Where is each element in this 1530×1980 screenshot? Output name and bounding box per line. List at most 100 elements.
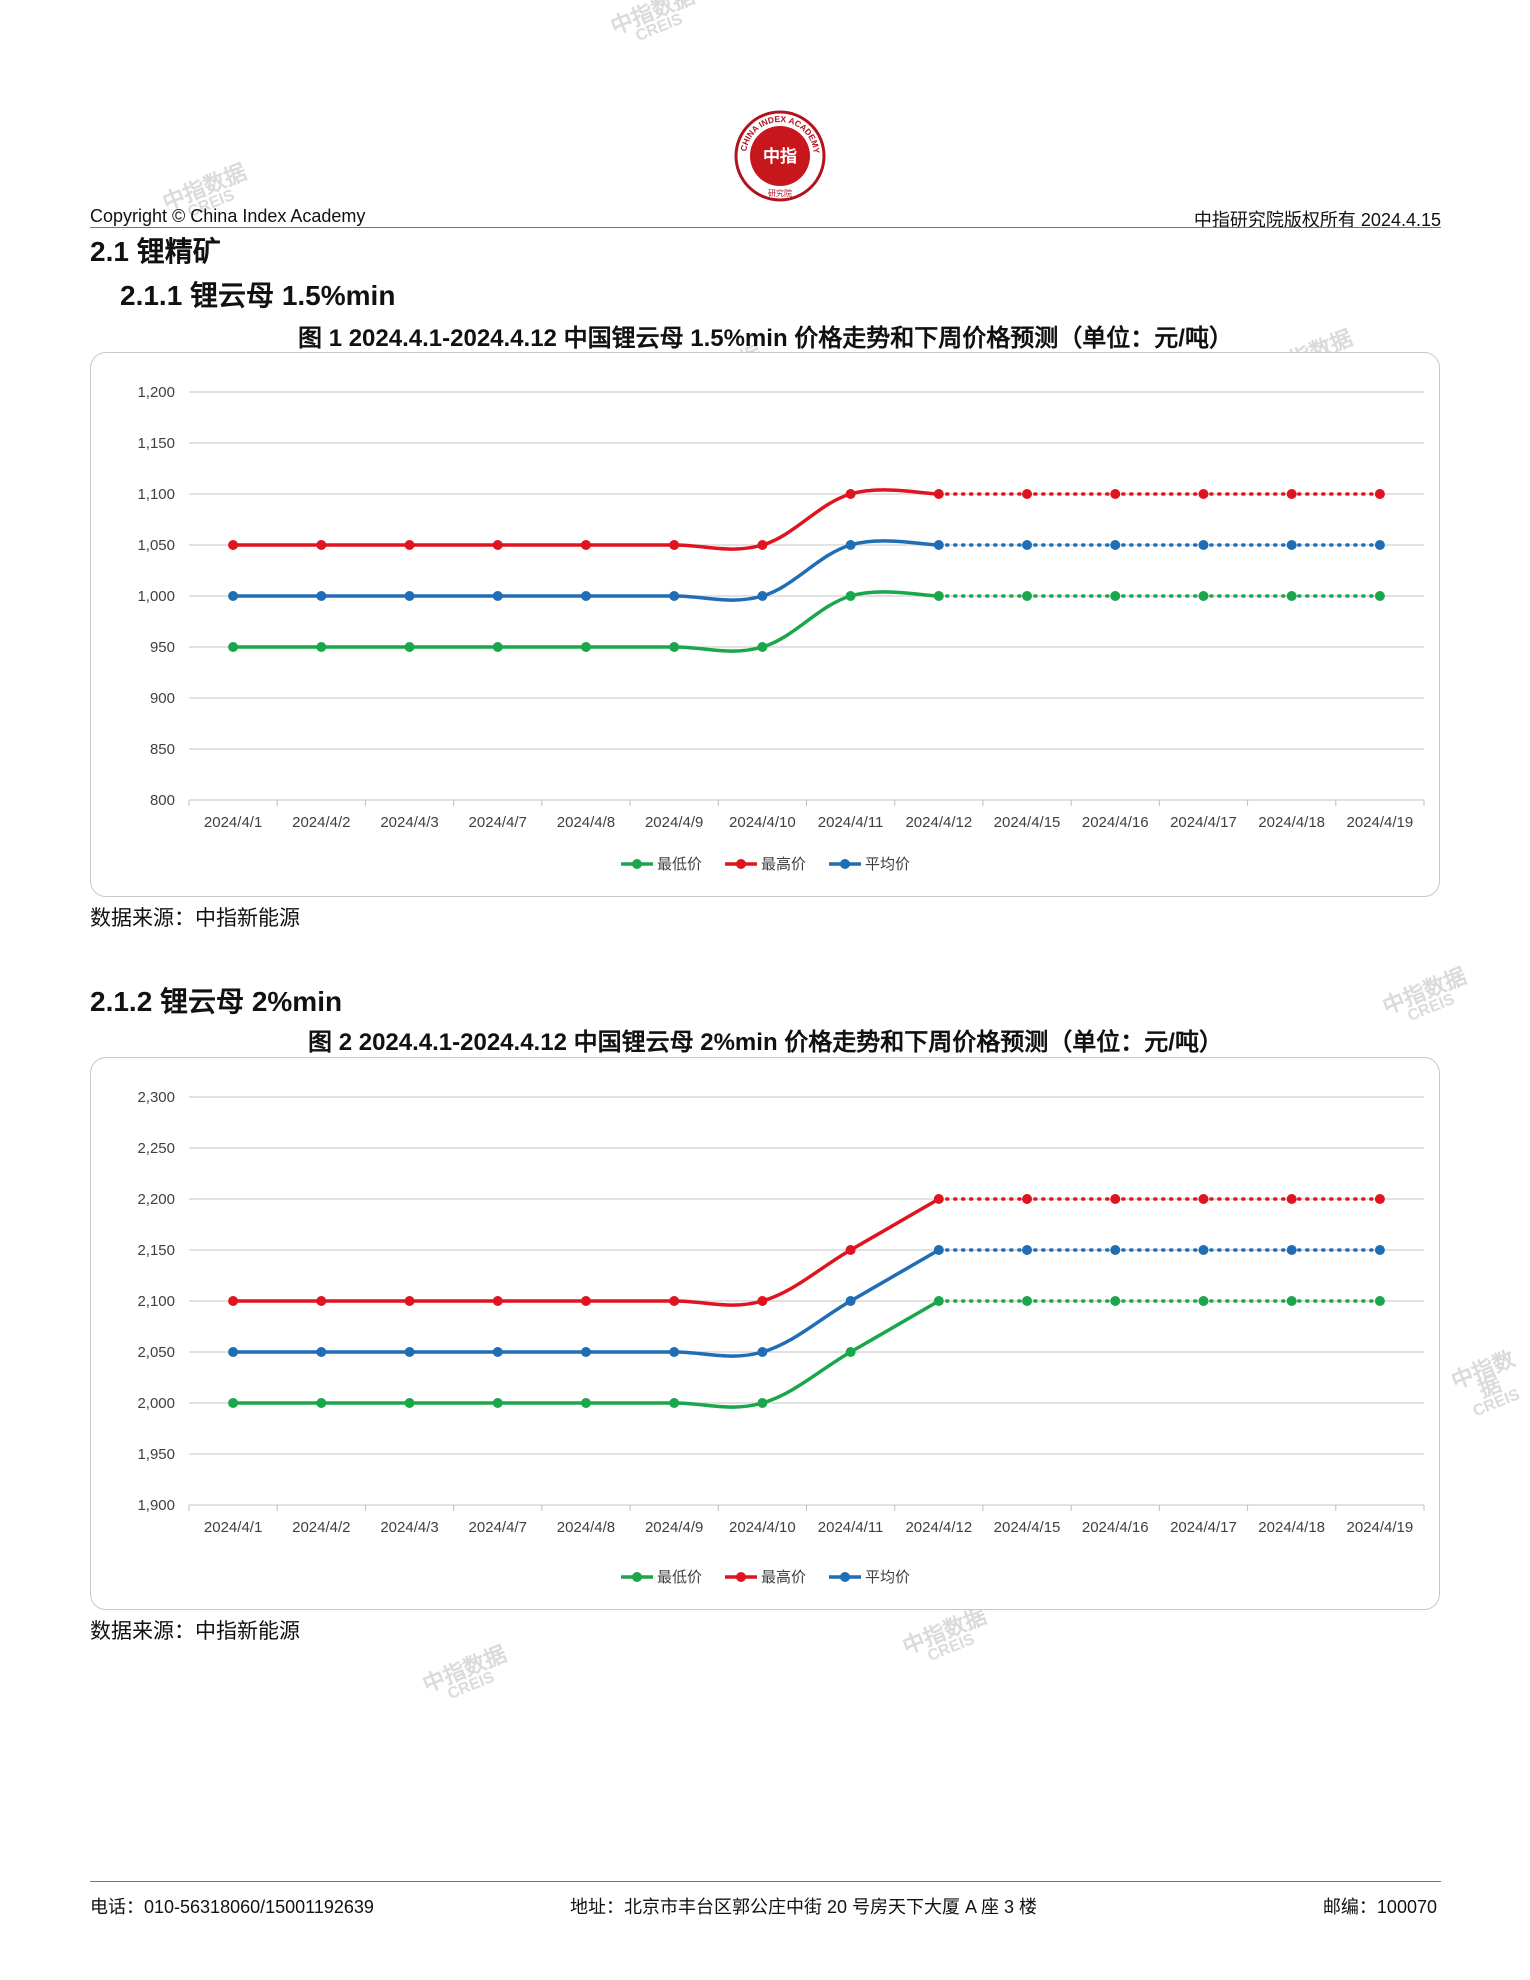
data-source-2: 数据来源：中指新能源: [90, 1620, 300, 1643]
data-point: [492, 642, 503, 652]
legend-swatch-marker: [632, 1572, 642, 1582]
data-point: [933, 489, 944, 499]
data-point: [580, 1347, 591, 1357]
section-title: 2.1 锂精矿: [90, 236, 221, 267]
data-point: [580, 1296, 591, 1306]
footer-phone: 电话：010-56318060/15001192639: [90, 1897, 374, 1917]
legend-item: 最低价: [621, 1569, 702, 1586]
legend-swatch-marker: [736, 1572, 746, 1582]
legend-swatch-marker: [840, 1572, 850, 1582]
x-tick-label: 2024/4/7: [469, 1519, 527, 1536]
chart-panel-2: 1,900 1,950 2,000 2,050 2,100 2,150 2,200 2,250…: [90, 1057, 1440, 1610]
data-point: [1110, 540, 1121, 550]
x-tick-label: 2024/4/10: [729, 814, 796, 831]
x-tick-label: 2024/4/8: [557, 814, 615, 831]
rights-text: 中指研究院版权所有 2024.4.15: [1193, 210, 1441, 230]
data-point: [1198, 591, 1209, 601]
data-point: [316, 591, 327, 601]
series-最高价: [228, 1194, 1385, 1307]
legend-label: 平均价: [865, 1569, 910, 1586]
data-point: [404, 591, 415, 601]
header-divider: [90, 227, 1441, 228]
copyright-text: Copyright © China Index Academy: [90, 206, 366, 226]
data-point: [1198, 540, 1209, 550]
x-tick-label: 2024/4/16: [1082, 1519, 1149, 1536]
data-point: [669, 591, 680, 601]
series-line: [231, 1197, 941, 1307]
data-point: [1374, 1194, 1385, 1204]
x-tick-label: 2024/4/12: [905, 814, 972, 831]
x-tick-label: 2024/4/18: [1258, 1519, 1325, 1536]
y-tick-label: 2,150: [137, 1242, 175, 1259]
data-point: [1022, 1194, 1033, 1204]
legend-item: 平均价: [829, 856, 910, 873]
legend-label: 平均价: [865, 856, 910, 873]
data-point: [1022, 1296, 1033, 1306]
subsection-title-2: 2.1.2 锂云母 2%min: [90, 986, 343, 1017]
data-point: [228, 1398, 239, 1408]
data-point: [845, 1245, 856, 1255]
data-point: [404, 1296, 415, 1306]
chart-panel-1: 800 850 900 950 1,000 1,050 1,100 1,150 1,200 202…: [90, 352, 1440, 897]
x-tick-label: 2024/4/7: [469, 814, 527, 831]
data-point: [316, 540, 327, 550]
data-point: [1022, 540, 1033, 550]
figure-caption-1: 图 1 2024.4.1-2024.4.12 中国锂云母 1.5%min 价格走…: [298, 325, 1233, 352]
x-tick-label: 2024/4/19: [1347, 814, 1414, 831]
y-tick-label: 950: [150, 639, 175, 656]
x-tick-label: 2024/4/1: [204, 814, 262, 831]
logo-center-text: 中指: [763, 146, 797, 166]
y-tick-label: 900: [150, 690, 175, 707]
plot-area: 800 850 900 950 1,000 1,050 1,100 1,150 1,200 202…: [137, 384, 1425, 831]
x-tick-label: 2024/4/3: [380, 814, 438, 831]
series-平均价: [228, 1245, 1385, 1358]
data-point: [933, 1296, 944, 1306]
x-tick-label: 2024/4/2: [292, 1519, 350, 1536]
y-tick-label: 1,150: [137, 435, 175, 452]
x-tick-label: 2024/4/11: [818, 1519, 884, 1536]
x-tick-label: 2024/4/8: [557, 1519, 615, 1536]
data-point: [492, 591, 503, 601]
x-tick-label: 2024/4/17: [1170, 814, 1237, 831]
data-point: [1110, 489, 1121, 499]
legend-label: 最低价: [657, 856, 702, 873]
data-point: [845, 1347, 856, 1357]
data-point: [492, 1398, 503, 1408]
data-point: [404, 1398, 415, 1408]
legend-label: 最高价: [761, 856, 806, 873]
legend-label: 最低价: [657, 1569, 702, 1586]
x-tick-label: 2024/4/18: [1258, 814, 1325, 831]
data-point: [1374, 1296, 1385, 1306]
chart-2: 1,900 1,950 2,000 2,050 2,100 2,150 2,200 2,250…: [137, 1089, 1425, 1586]
legend-item: 最高价: [725, 856, 806, 873]
data-point: [757, 1296, 768, 1306]
legend-swatch-marker: [736, 859, 746, 869]
data-point: [669, 540, 680, 550]
data-point: [1286, 540, 1297, 550]
series-最低价: [228, 590, 1385, 653]
x-tick-label: 2024/4/3: [380, 1519, 438, 1536]
data-point: [845, 1296, 856, 1306]
data-point: [492, 1347, 503, 1357]
data-point: [757, 1347, 768, 1357]
data-point: [580, 642, 591, 652]
chart-1: 800 850 900 950 1,000 1,050 1,100 1,150 1,200 202…: [137, 384, 1425, 873]
data-point: [580, 591, 591, 601]
y-tick-label: 2,050: [137, 1344, 175, 1361]
x-tick-label: 2024/4/1: [204, 1519, 262, 1536]
data-point: [757, 1398, 768, 1408]
y-tick-label: 1,950: [137, 1446, 175, 1463]
data-point: [1110, 1194, 1121, 1204]
figure-caption-2: 图 2 2024.4.1-2024.4.12 中国锂云母 2%min 价格走势和…: [308, 1029, 1223, 1056]
data-point: [580, 540, 591, 550]
data-point: [933, 1245, 944, 1255]
legend-label: 最高价: [761, 1569, 806, 1586]
data-point: [1286, 591, 1297, 601]
subsection-title-1: 2.1.1 锂云母 1.5%min: [120, 280, 396, 311]
data-point: [1022, 489, 1033, 499]
y-tick-label: 1,000: [137, 588, 175, 605]
data-point: [757, 642, 768, 652]
